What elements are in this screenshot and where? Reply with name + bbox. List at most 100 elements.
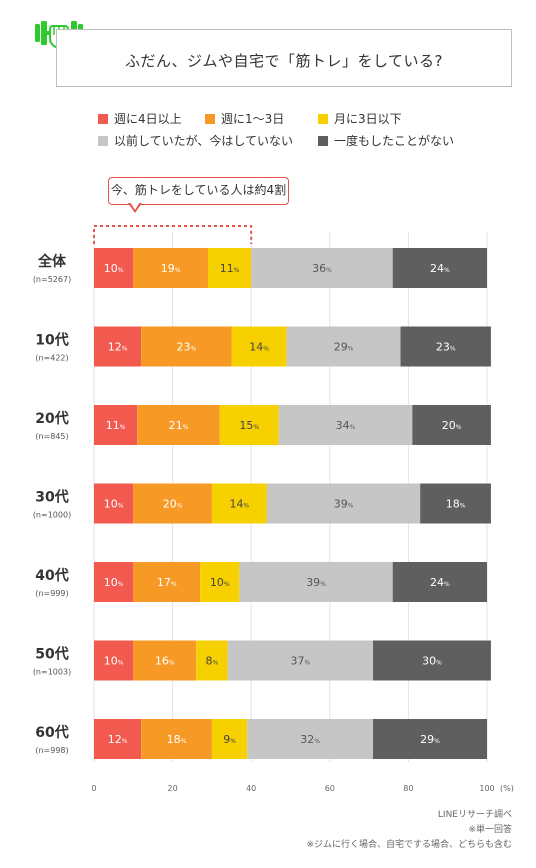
x-tick-label: 100	[479, 784, 494, 793]
legend-item-4plus: 週に4日以上	[98, 110, 182, 127]
category-label: 40代	[35, 567, 68, 584]
bar-segment	[239, 562, 393, 602]
legend-item-formerly: 以前していたが、今はしていない	[98, 132, 293, 149]
footnote-scope: ※ジムに行く場合、自宅でする場合、どちらも含む	[306, 840, 512, 850]
x-tick-label: 0	[91, 784, 96, 793]
data-label: 30%	[422, 655, 442, 668]
data-label: 19%	[161, 262, 181, 275]
bar-segment	[211, 483, 267, 524]
bar-segment	[94, 562, 134, 602]
data-label: 12%	[108, 341, 128, 354]
category-label: 20代	[35, 410, 68, 427]
bar-segment	[266, 483, 421, 524]
category-n-label: (n=999)	[35, 589, 68, 598]
footnote-source: LINEリサーチ調べ	[437, 810, 512, 820]
data-label: 29%	[420, 733, 440, 746]
category-n-label: (n=1000)	[33, 511, 71, 520]
bar-segment	[141, 719, 212, 759]
title-box: ふだん、ジムや自宅で「筋トレ」をしている?	[56, 29, 512, 87]
bar-segment	[286, 326, 401, 367]
bar-segment	[227, 640, 374, 681]
data-label: 29%	[334, 341, 354, 354]
data-label: 12%	[108, 733, 128, 746]
legend-swatch	[318, 113, 328, 124]
legend: 週に4日以上 週に1〜3日 月に3日以下 以前していたが、今はしていない 一度も…	[0, 110, 536, 150]
bar-segment	[231, 326, 287, 367]
bar-segment	[211, 719, 248, 759]
category-label: 10代	[35, 332, 68, 349]
data-label: 39%	[334, 498, 354, 511]
category-label: 30代	[35, 489, 68, 506]
x-tick-label: 80	[403, 784, 413, 793]
legend-label: 月に3日以下	[334, 112, 402, 126]
legend-label: 週に4日以上	[114, 112, 182, 126]
category-n-label: (n=845)	[35, 432, 68, 441]
data-label: 16%	[155, 655, 175, 668]
callout-box: 今、筋トレをしている人は約4割	[108, 177, 289, 205]
category-n-label: (n=998)	[35, 746, 68, 755]
legend-swatch	[205, 113, 215, 124]
data-label: 18%	[167, 733, 187, 746]
bar-segment	[133, 248, 208, 288]
category-n-label: (n=422)	[35, 354, 68, 363]
bar-segment	[94, 248, 134, 288]
data-label: 37%	[290, 655, 310, 668]
bar-segment	[196, 640, 228, 681]
bar-segment	[94, 719, 142, 759]
bar-segment	[392, 248, 487, 288]
bar-segment	[400, 326, 491, 367]
data-label: 24%	[430, 576, 450, 589]
callout-tail-inner	[130, 202, 140, 210]
data-label: 8%	[206, 655, 219, 668]
data-label: 23%	[436, 341, 456, 354]
data-label: 11%	[106, 419, 126, 432]
data-label: 10%	[104, 498, 124, 511]
legend-swatch	[98, 113, 108, 124]
bar-segment	[133, 562, 201, 602]
category-label: 50代	[35, 646, 68, 663]
bar-segment	[278, 405, 413, 445]
legend-swatch	[318, 135, 328, 146]
bar-segment	[247, 719, 374, 759]
data-label: 39%	[306, 576, 326, 589]
bar-segment	[141, 326, 232, 367]
legend-label: 以前していたが、今はしていない	[114, 134, 294, 148]
x-tick-label: 20	[168, 784, 178, 793]
bar-segment	[137, 405, 220, 445]
legend-label: 週に1〜3日	[221, 112, 285, 126]
data-label: 23%	[177, 341, 197, 354]
data-label: 9%	[223, 733, 236, 746]
bar-segment	[94, 405, 138, 445]
data-label: 34%	[336, 419, 356, 432]
highlight-bracket	[93, 225, 253, 244]
legend-item-never: 一度もしたことがない	[318, 132, 454, 149]
x-tick-label: 40	[246, 784, 256, 793]
footnote-single-answer: ※単一回答	[468, 825, 512, 835]
data-label: 21%	[169, 419, 189, 432]
data-label: 17%	[157, 576, 177, 589]
data-label: 24%	[430, 262, 450, 275]
bar-segment	[94, 640, 134, 681]
bar-segment	[207, 248, 252, 288]
bar-segment	[251, 248, 393, 288]
category-label: 60代	[35, 724, 68, 741]
data-label: 36%	[312, 262, 332, 275]
legend-item-1to3: 週に1〜3日	[205, 110, 284, 127]
data-label: 10%	[104, 262, 124, 275]
data-label: 20%	[442, 419, 462, 432]
bar-segment	[420, 483, 491, 524]
bar-segment	[219, 405, 279, 445]
x-unit-label: (%)	[500, 784, 514, 793]
data-label: 14%	[230, 498, 250, 511]
data-label: 20%	[163, 498, 183, 511]
x-tick-label: 60	[325, 784, 335, 793]
bar-segment	[200, 562, 240, 602]
data-label: 14%	[249, 341, 269, 354]
data-label: 18%	[446, 498, 466, 511]
bar-segment	[392, 562, 487, 602]
chart-title: ふだん、ジムや自宅で「筋トレ」をしている?	[124, 52, 443, 70]
bar-segment	[373, 719, 487, 759]
category-n-label: (n=1003)	[33, 668, 71, 677]
bar-segment	[412, 405, 491, 445]
